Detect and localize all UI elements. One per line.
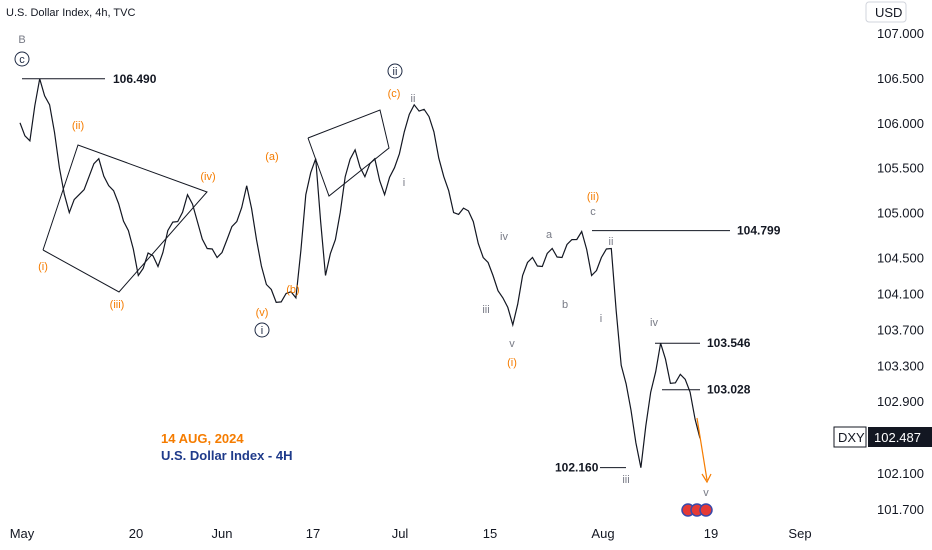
x-tick-label: Aug — [591, 526, 614, 541]
wave-label: (ii) — [587, 191, 599, 203]
last-price-tag[interactable]: DXY 102.487 — [833, 426, 932, 448]
wave-label: v — [509, 338, 515, 350]
y-tick-label: 105.000 — [877, 206, 924, 221]
y-tick-label: 104.100 — [877, 286, 924, 301]
wedge-drawings — [42, 109, 390, 293]
wave-label: i — [403, 177, 405, 189]
ticker-symbol: DXY — [838, 430, 865, 445]
wave-label: a — [546, 229, 553, 241]
forecast-arrow — [696, 417, 712, 484]
wave-label: (i) — [38, 261, 48, 273]
y-tick-label: 106.500 — [877, 71, 924, 86]
wave-label: (a) — [265, 151, 278, 163]
y-tick-label: 103.300 — [877, 358, 924, 373]
y-axis[interactable]: 107.000 106.500 106.000 105.500 105.000 104.5… — [877, 26, 924, 517]
wave-label: c — [19, 54, 25, 66]
x-tick-label: 17 — [306, 526, 320, 541]
x-tick-label: 19 — [704, 526, 718, 541]
level-label: 106.490 — [113, 72, 157, 86]
wave-label: (iv) — [200, 171, 215, 183]
y-tick-label: 106.000 — [877, 116, 924, 131]
y-tick-label: 102.900 — [877, 394, 924, 409]
wave-label: (iii) — [110, 299, 125, 311]
flag-icon[interactable] — [681, 503, 713, 517]
wave-circle — [387, 63, 403, 79]
y-tick-label: 107.000 — [877, 26, 924, 41]
level-label: 103.546 — [707, 336, 751, 350]
x-tick-label: 15 — [483, 526, 497, 541]
wave-label: c — [590, 206, 596, 218]
wave-label: iv — [500, 231, 508, 243]
level-label: 102.160 — [555, 461, 599, 475]
y-tick-label: 102.100 — [877, 466, 924, 481]
wave-label: b — [562, 299, 568, 311]
wave-labels: Bc(ii)(i)(iii)(iv)(v)i(a)(b)(c)iiiiiivii… — [14, 34, 709, 499]
wave-label: ii — [411, 93, 416, 105]
wave-circle — [254, 322, 270, 338]
wave-label: (b) — [286, 284, 299, 296]
annotation-subtitle: U.S. Dollar Index - 4H — [161, 448, 292, 463]
x-tick-label: May — [10, 526, 35, 541]
annotation-date: 14 AUG, 2024 — [161, 431, 244, 446]
wave-label: B — [18, 34, 25, 46]
wave-label: ii — [609, 236, 614, 248]
wave-circle — [14, 51, 30, 67]
symbol-title: U.S. Dollar Index, 4h, TVC — [6, 7, 135, 19]
y-tick-label: 101.700 — [877, 502, 924, 517]
level-label: 104.799 — [737, 224, 781, 238]
y-tick-label: 103.700 — [877, 322, 924, 337]
currency-box[interactable] — [865, 1, 907, 23]
wave-label: v — [703, 487, 709, 499]
level-lines: 106.490 104.799 103.546 103.028 102.160 — [22, 72, 781, 475]
wave-label: ii — [393, 66, 398, 78]
x-tick-label: Sep — [788, 526, 811, 541]
wave-label: (i) — [507, 357, 517, 369]
wave-label: (ii) — [72, 120, 84, 132]
wave-label: iii — [482, 304, 489, 316]
x-tick-label: 20 — [129, 526, 143, 541]
wave-label: (v) — [256, 307, 269, 319]
wave-label: iii — [622, 474, 629, 486]
wedge-outline — [307, 109, 390, 197]
wave-label: (c) — [388, 88, 401, 100]
x-tick-label: Jul — [392, 526, 409, 541]
currency-label: USD — [875, 5, 902, 20]
price-series-line — [19, 78, 701, 468]
y-tick-label: 104.500 — [877, 251, 924, 266]
ticker-last: 102.487 — [874, 430, 921, 445]
y-tick-label: 105.500 — [877, 161, 924, 176]
wedge-outline — [42, 144, 208, 293]
level-label: 103.028 — [707, 383, 751, 397]
wave-label: i — [600, 313, 602, 325]
wave-label: i — [261, 325, 263, 337]
x-axis[interactable]: May 20 Jun 17 Jul 15 Aug 19 Sep — [10, 526, 812, 541]
x-tick-label: Jun — [212, 526, 233, 541]
wave-label: iv — [650, 317, 658, 329]
